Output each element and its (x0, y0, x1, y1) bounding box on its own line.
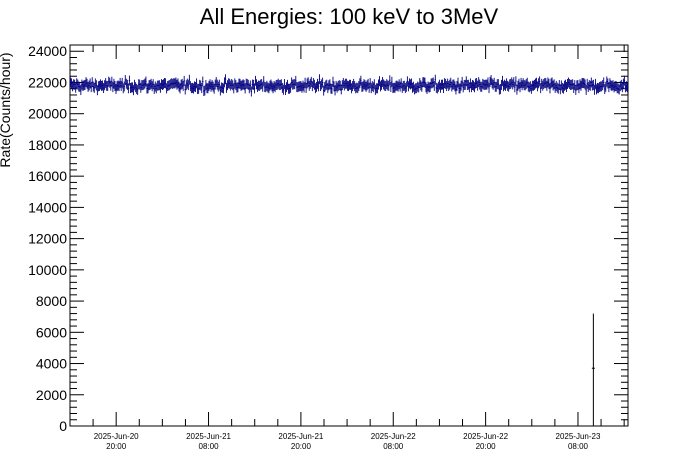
x-tick-label-date: 2025-Jun-22 (463, 432, 508, 441)
y-tick-label: 18000 (28, 137, 67, 153)
x-tick-label-time: 20:00 (291, 442, 312, 451)
x-tick-label-date: 2025-Jun-21 (278, 432, 323, 441)
x-tick-label-date: 2025-Jun-23 (556, 432, 601, 441)
chart-title: All Energies: 100 keV to 3MeV (200, 4, 499, 29)
x-tick-label-time: 08:00 (199, 442, 220, 451)
y-tick-label: 20000 (28, 106, 67, 122)
x-tick-label-time: 08:00 (568, 442, 589, 451)
x-tick-label-time: 08:00 (383, 442, 404, 451)
y-axis-label: Rate(Counts/hour) (0, 52, 13, 167)
rate-series (69, 74, 629, 426)
y-tick-label: 24000 (28, 43, 67, 59)
y-tick-label: 10000 (28, 262, 67, 278)
plot-frame (69, 44, 629, 427)
y-tick-label: 8000 (36, 293, 67, 309)
y-tick-label: 16000 (28, 168, 67, 184)
x-axis: 2025-Jun-2020:002025-Jun-2108:002025-Jun… (69, 45, 625, 451)
x-tick-label-date: 2025-Jun-22 (371, 432, 416, 441)
y-tick-label: 4000 (36, 356, 67, 372)
y-tick-label: 2000 (36, 387, 67, 403)
y-tick-label: 0 (59, 418, 67, 434)
y-tick-label: 14000 (28, 199, 67, 215)
x-tick-label-date: 2025-Jun-21 (186, 432, 231, 441)
x-tick-label-time: 20:00 (476, 442, 497, 451)
y-axis: 0 2000 4000 6000 8000 10000 12000 14000 16000 180… (28, 43, 628, 434)
y-tick-label: 6000 (36, 324, 67, 340)
y-tick-label: 12000 (28, 231, 67, 247)
x-tick-label-time: 20:00 (106, 442, 127, 451)
y-tick-label: 22000 (28, 74, 67, 90)
x-tick-label-date: 2025-Jun-20 (94, 432, 139, 441)
